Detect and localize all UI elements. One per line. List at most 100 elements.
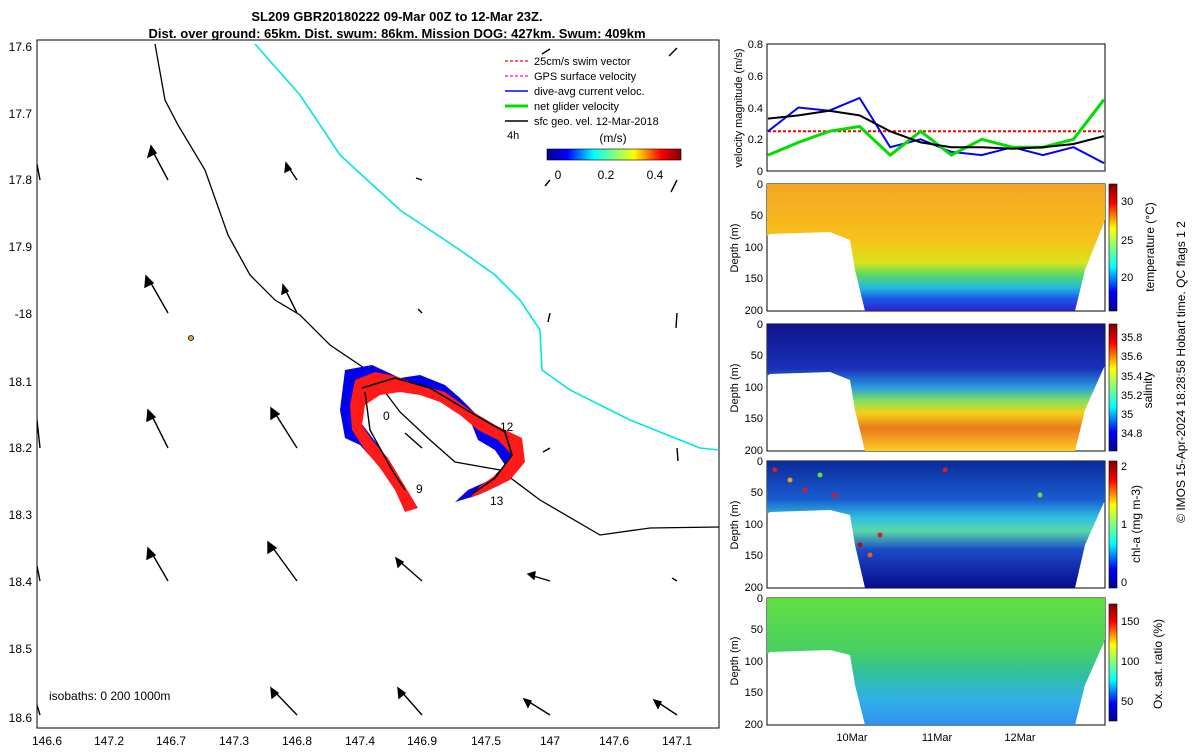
- salinity-cbar-label: salinity: [1141, 372, 1155, 409]
- colorbar-tick: 0: [555, 168, 562, 182]
- chla-dot: [1037, 492, 1043, 498]
- day-label: 13: [490, 494, 504, 508]
- velocity-panel: 0 0.2 0.4 0.6 0.8 velocity magnitude (m/…: [733, 39, 1106, 178]
- chla-panel: 2 1 0 chl-a (mg m-3) 0 50 100 150 200 De…: [729, 456, 1143, 594]
- y-tick-label: -18: [15, 307, 33, 321]
- velocity-axes-box: [766, 43, 1106, 172]
- temperature-panel: 30 25 20 temperature (°C) 0 50 100 150 2…: [729, 179, 1157, 317]
- y-tick-label: 50: [751, 624, 763, 636]
- chla-colorbar: [1108, 460, 1118, 589]
- x-tick-label: 11Mar: [922, 732, 953, 744]
- y-tick-label: 0.4: [748, 103, 763, 115]
- y-tick-label: 17.6: [9, 40, 33, 54]
- temperature-colorbar: [1108, 183, 1118, 312]
- geo-arrow: [394, 556, 423, 582]
- cbar-tick: 35.8: [1121, 332, 1142, 344]
- y-tick-label: 50: [751, 487, 763, 499]
- geo-arrow: [522, 697, 551, 716]
- y-tick-label: 0.2: [748, 134, 763, 146]
- geo-arrow: [671, 577, 678, 582]
- geo-arrow: [146, 144, 169, 181]
- x-tick-label: 147.3: [219, 734, 249, 748]
- geo-arrow: [270, 406, 298, 449]
- chla-dot: [942, 467, 948, 473]
- geo-arrow: [404, 432, 423, 449]
- temperature-ylabel: Depth (m): [729, 224, 741, 273]
- y-tick-label: 100: [745, 519, 763, 531]
- geo-arrow: [676, 447, 679, 462]
- y-tick-label: 17.9: [9, 240, 33, 254]
- y-tick-label: 0.8: [748, 39, 763, 51]
- y-tick-label: 0.6: [748, 71, 763, 83]
- oxygen-colorbar: [1108, 603, 1118, 722]
- geo-arrow: [281, 283, 298, 314]
- cbar-tick: 34.8: [1121, 428, 1142, 440]
- geo-arrow: [417, 308, 423, 314]
- geo-arrow: [542, 447, 551, 453]
- velocity-ylabel: velocity magnitude (m/s): [733, 48, 745, 167]
- glider-path-west: [364, 391, 406, 491]
- salinity-panel: 35.8 35.6 35.4 35.2 35 34.8 salinity 0 5…: [729, 319, 1155, 457]
- oxygen-ylabel: Depth (m): [729, 637, 741, 686]
- geo-arrow: [397, 686, 423, 716]
- chla-dot: [857, 542, 863, 548]
- y-tick-label: 200: [745, 305, 763, 317]
- interval-label: 4h: [507, 130, 519, 142]
- cbar-tick: 20: [1121, 272, 1133, 284]
- legend-label: net glider velocity: [534, 101, 619, 113]
- y-tick-label: 50: [751, 210, 763, 222]
- geo-arrow: [146, 546, 169, 582]
- map-legend: 25cm/s swim vector GPS surface velocity …: [505, 56, 682, 182]
- colorbar-tick: 0.4: [647, 168, 664, 182]
- swim-vectors-track: [350, 372, 525, 512]
- y-tick-label: 50: [751, 350, 763, 362]
- x-tick-label: 147.1: [662, 734, 692, 748]
- temperature-section: [767, 184, 1105, 311]
- y-tick-label: 0: [757, 319, 763, 331]
- x-tick-label: 12Mar: [1004, 732, 1036, 744]
- y-tick-label: 150: [745, 413, 763, 425]
- chla-dot: [772, 467, 778, 473]
- geo-arrow: [415, 177, 423, 181]
- chla-dot: [802, 487, 808, 493]
- geo-arrow: [526, 571, 551, 582]
- chla-dot: [817, 472, 823, 478]
- legend-label: GPS surface velocity: [534, 71, 637, 83]
- chla-dot: [867, 552, 873, 558]
- geo-arrow: [37, 419, 41, 449]
- chla-section: [767, 461, 1105, 588]
- geo-arrow: [284, 161, 298, 181]
- island-marker: [188, 335, 194, 341]
- y-tick-label: 17.7: [9, 107, 33, 121]
- y-tick-label: 200: [745, 445, 763, 457]
- y-tick-label: 150: [745, 273, 763, 285]
- y-tick-label: 100: [745, 242, 763, 254]
- geo-arrow: [541, 48, 551, 55]
- y-tick-label: 18.3: [9, 508, 33, 522]
- day-label: 12: [500, 420, 514, 434]
- chla-dot: [832, 492, 838, 498]
- velocity-series-group: [767, 96, 1106, 164]
- day-label: 0: [383, 409, 390, 423]
- day-label: 9: [416, 482, 423, 496]
- legend-label: 25cm/s swim vector: [534, 56, 631, 68]
- y-tick-label: 100: [745, 656, 763, 668]
- y-tick-label: 100: [745, 382, 763, 394]
- chla-ylabel: Depth (m): [729, 501, 741, 550]
- geo-arrow: [37, 704, 41, 716]
- colorbar-tick: 0.2: [598, 168, 615, 182]
- oxygen-section: [767, 598, 1105, 725]
- x-tick-label: 147.6: [599, 734, 629, 748]
- geo-arrow: [270, 686, 298, 716]
- oxygen-cbar-label: Ox. sat. ratio (%): [1151, 619, 1165, 709]
- x-tick-label: 147.2: [94, 734, 124, 748]
- cbar-tick: 100: [1121, 656, 1139, 668]
- chla-dot: [787, 477, 793, 483]
- velocity-series-line: [767, 109, 1105, 150]
- oxygen-panel: 150 100 50 Ox. sat. ratio (%) 0 50 100 1…: [729, 593, 1165, 744]
- geo-arrow: [146, 408, 169, 449]
- map-y-ticks: 17.6 17.7 17.8 17.9 -18 18.1 18.2 18.3 1…: [9, 40, 33, 725]
- footer-credit: © IMOS 15-Apr-2024 18:28:58 Hobart time.…: [1174, 221, 1188, 523]
- cbar-tick: 25: [1121, 235, 1133, 247]
